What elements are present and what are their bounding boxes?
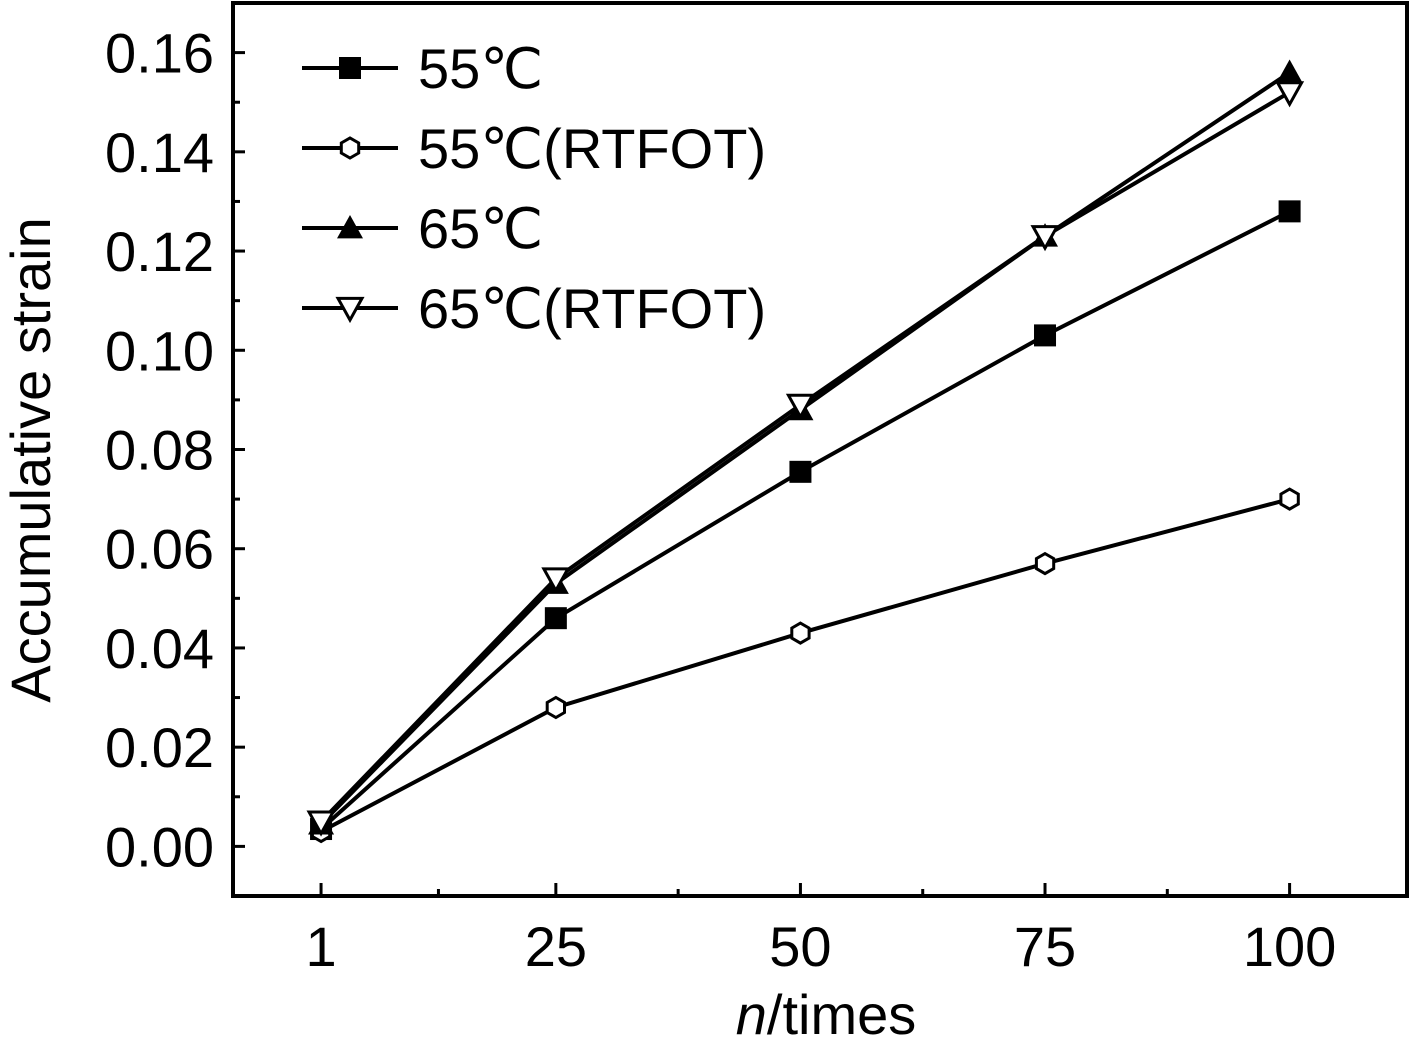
data-point	[1279, 487, 1300, 511]
x-axis-title: n/times	[736, 983, 917, 1040]
legend-item: 65℃	[302, 197, 543, 260]
series	[306, 81, 1305, 837]
legend-item: 65℃(RTFOT)	[302, 277, 766, 340]
series-layer	[306, 59, 1305, 844]
series-line	[319, 70, 1291, 826]
x-axis-title-variable: n	[736, 983, 767, 1040]
x-axis-title-unit: /times	[767, 983, 916, 1040]
x-tick-label: 1	[305, 915, 336, 978]
data-point	[1030, 225, 1060, 252]
x-tick-label: 75	[1014, 915, 1076, 978]
y-tick-label: 0.12	[105, 220, 214, 283]
legend: 55℃ 55℃(RTFOT) 65℃ 65℃(RTFOT)	[302, 37, 766, 340]
data-point	[1275, 81, 1305, 108]
x-tick-label: 25	[525, 915, 587, 978]
y-tick-label: 0.08	[105, 419, 214, 482]
legend-label: 55℃(RTFOT)	[418, 117, 766, 180]
y-tick-label: 0.10	[105, 319, 214, 382]
data-point	[337, 215, 363, 239]
y-tick-label: 0.00	[105, 815, 214, 878]
data-point	[545, 695, 566, 720]
x-axis-ticks: 1 25 50 75 100	[305, 883, 1336, 978]
y-axis-ticks: 0.00 0.02 0.04 0.06 0.08 0.10 0.12 0.14 0.16	[105, 22, 245, 878]
plot-frame	[231, 1, 1409, 898]
y-tick-label: 0.02	[105, 716, 214, 779]
y-axis-title: Accumulative strain	[0, 217, 62, 703]
data-point	[1034, 324, 1057, 347]
series-line	[320, 497, 1291, 834]
y-tick-label: 0.16	[105, 22, 214, 85]
data-point	[1278, 200, 1301, 223]
y-tick-label: 0.06	[105, 518, 214, 581]
y-tick-label: 0.14	[105, 121, 214, 184]
data-point	[339, 57, 361, 79]
legend-label: 65℃(RTFOT)	[418, 277, 766, 340]
data-point	[790, 621, 811, 645]
data-point	[541, 567, 571, 594]
data-point	[544, 607, 567, 630]
y-tick-label: 0.04	[105, 617, 214, 680]
series	[310, 487, 1300, 844]
x-tick-label: 100	[1243, 915, 1336, 978]
data-point	[1034, 551, 1056, 576]
data-point	[335, 296, 365, 324]
data-point	[785, 393, 815, 420]
legend-label: 65℃	[418, 197, 543, 260]
legend-item: 55℃(RTFOT)	[302, 117, 766, 180]
data-point	[789, 460, 812, 483]
data-point	[306, 810, 336, 837]
x-tick-label: 50	[769, 915, 831, 978]
legend-label: 55℃	[418, 37, 543, 100]
data-point	[339, 136, 361, 160]
data-point	[1276, 59, 1303, 83]
series	[310, 200, 1301, 841]
legend-item: 55℃	[302, 37, 543, 100]
